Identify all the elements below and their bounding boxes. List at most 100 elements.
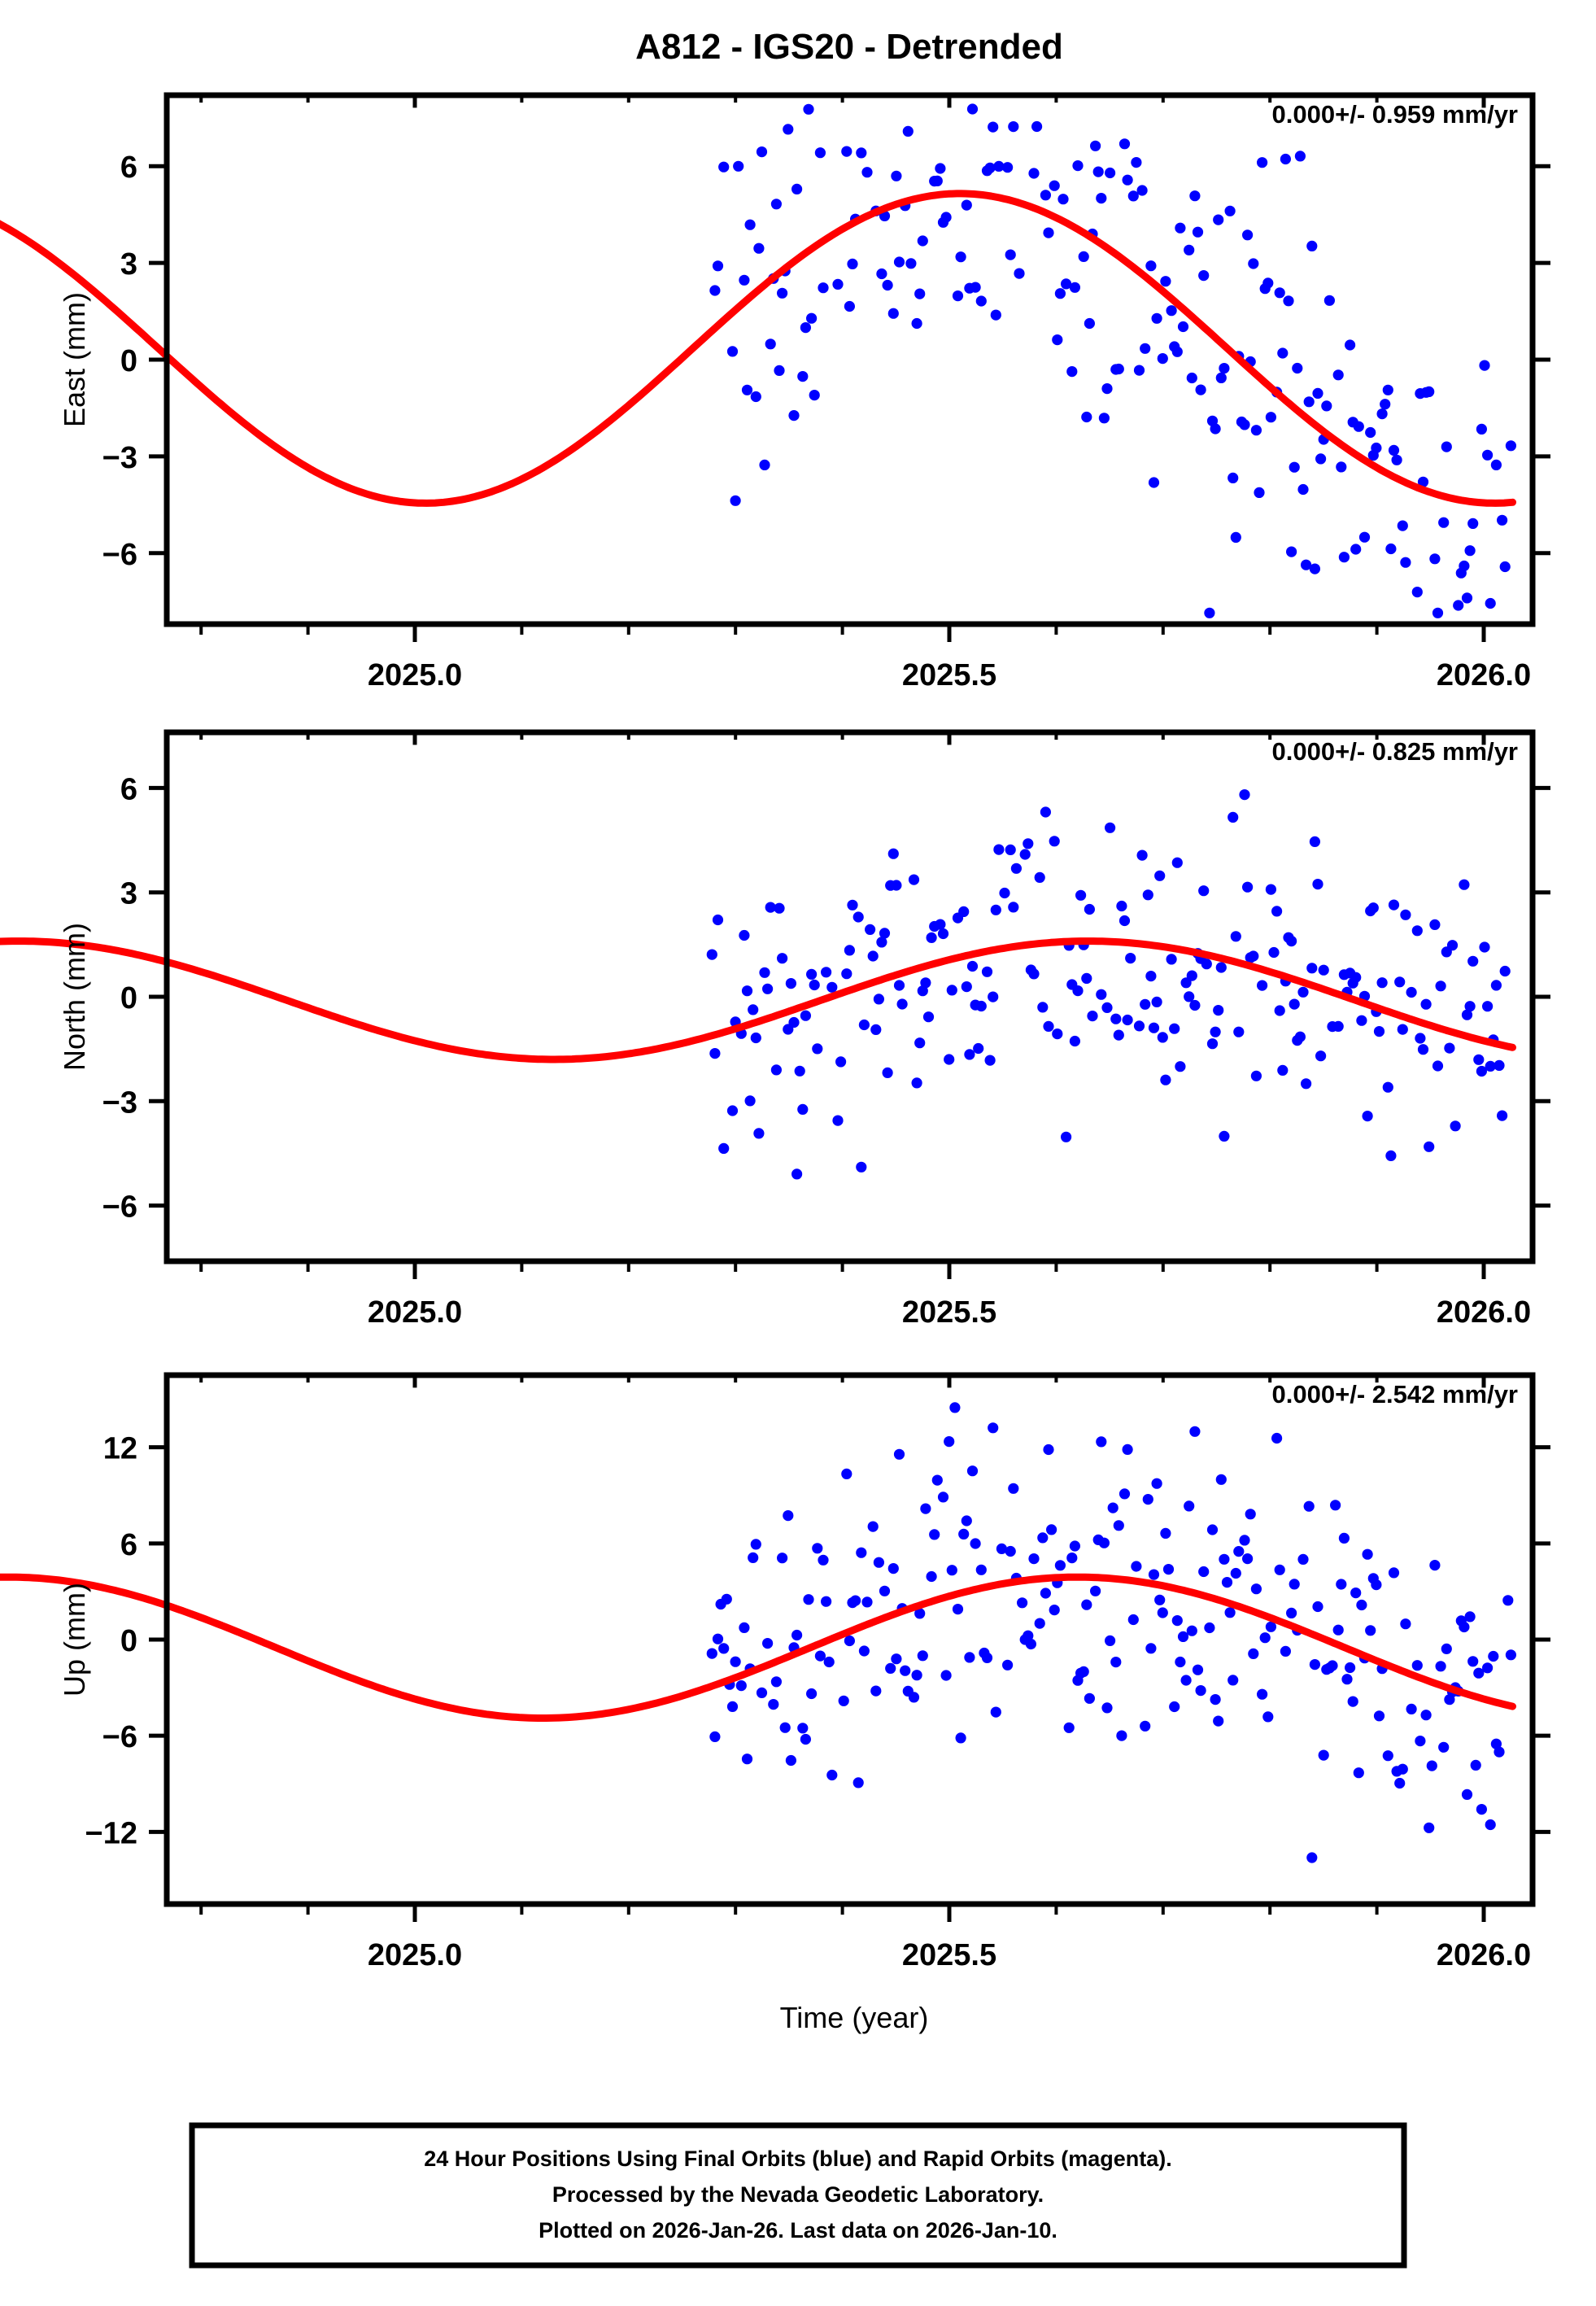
data-point [931, 175, 943, 186]
data-point [1497, 1110, 1508, 1121]
data-point [726, 1105, 739, 1116]
footer-line-2: Processed by the Nevada Geodetic Laborat… [552, 2182, 1044, 2207]
data-point [1429, 553, 1441, 565]
data-point [946, 985, 957, 996]
data-point [812, 1543, 823, 1554]
data-point [1037, 1002, 1049, 1013]
data-point [1105, 1635, 1116, 1646]
y-tick-label: 0 [120, 981, 137, 1015]
data-point [1482, 1001, 1494, 1012]
data-point [1105, 167, 1116, 179]
data-point [975, 1000, 987, 1012]
data-point [1312, 879, 1323, 890]
data-point [1382, 1081, 1393, 1093]
data-point [1157, 353, 1168, 365]
y-tick-label: 0 [120, 1624, 137, 1658]
north-data-points [706, 789, 1511, 1180]
data-point [1502, 1595, 1514, 1606]
data-point [1271, 906, 1283, 917]
data-point [1166, 954, 1177, 965]
data-point [1394, 976, 1406, 988]
data-point [1250, 1070, 1262, 1081]
data-point [861, 1596, 873, 1608]
data-point [970, 1538, 981, 1549]
data-point [882, 279, 893, 291]
data-point [1219, 1130, 1230, 1142]
data-point [1476, 423, 1487, 435]
footer-line-1: 24 Hour Positions Using Final Orbits (bl… [424, 2147, 1172, 2171]
data-point [1198, 1566, 1210, 1578]
data-point [1461, 1009, 1473, 1020]
data-point [759, 967, 770, 978]
data-point [1341, 1674, 1353, 1685]
y-tick-label: −3 [102, 1085, 137, 1120]
footer-line-3: Plotted on 2026-Jan-26. Last data on 202… [539, 2218, 1057, 2243]
data-point [1127, 1614, 1139, 1626]
data-point [1192, 226, 1204, 238]
data-point [1107, 1502, 1119, 1513]
data-point [908, 874, 920, 885]
data-point [1040, 190, 1051, 201]
data-point [1376, 408, 1388, 420]
data-point [1476, 1065, 1487, 1077]
data-point [812, 1043, 823, 1055]
data-point [1213, 214, 1224, 225]
data-point [1184, 991, 1195, 1002]
data-point [1215, 1474, 1227, 1485]
data-point [1186, 372, 1197, 384]
data-point [1391, 454, 1402, 465]
data-point [1142, 889, 1153, 901]
data-point [1479, 941, 1490, 953]
data-point [858, 1645, 870, 1657]
data-point [1215, 962, 1227, 973]
data-point [765, 338, 776, 350]
data-point [1145, 1643, 1157, 1654]
data-point [779, 1722, 791, 1733]
data-point [1204, 607, 1215, 618]
data-point [1160, 1527, 1171, 1539]
data-point [1171, 857, 1183, 868]
data-point [914, 1037, 926, 1049]
data-point [1221, 1577, 1233, 1588]
y-tick-label: −3 [102, 441, 137, 475]
data-point [1356, 1015, 1367, 1026]
north-tick-marks [149, 732, 1550, 1279]
x-tick-label: 2025.5 [902, 1938, 996, 1972]
data-point [844, 300, 855, 312]
data-point [1499, 965, 1511, 977]
data-point [1411, 1660, 1423, 1671]
data-point [1494, 1059, 1505, 1071]
data-point [794, 1065, 805, 1077]
data-point [1373, 1710, 1385, 1722]
data-point [1122, 1443, 1133, 1455]
data-point [1142, 1494, 1153, 1505]
data-point [966, 1465, 979, 1477]
data-point [1037, 1532, 1049, 1544]
data-point [1180, 1675, 1192, 1686]
data-point [1119, 915, 1131, 927]
data-point [1098, 1537, 1110, 1548]
data-point [1376, 977, 1388, 989]
north-axis-label: North (mm) [58, 923, 91, 1071]
data-point [1265, 412, 1276, 423]
data-point [1072, 160, 1084, 172]
north-rate-annotation: 0.000+/- 0.825 mm/yr [1272, 737, 1518, 766]
data-point [891, 880, 902, 891]
data-point [1358, 531, 1371, 543]
data-point [1446, 940, 1459, 951]
data-point [1415, 1736, 1426, 1747]
data-point [1385, 543, 1397, 555]
data-point [1206, 1524, 1219, 1535]
data-point [1303, 1500, 1315, 1512]
data-point [905, 258, 917, 269]
data-point [1049, 836, 1060, 847]
data-point [785, 978, 797, 989]
data-point [1151, 996, 1162, 1007]
data-point [826, 1769, 838, 1781]
east-tick-marks [149, 95, 1550, 642]
data-point [1063, 1722, 1075, 1733]
data-point [917, 1650, 928, 1662]
data-point [1061, 1131, 1072, 1142]
data-point [1490, 1738, 1502, 1749]
data-point [1429, 1560, 1441, 1571]
